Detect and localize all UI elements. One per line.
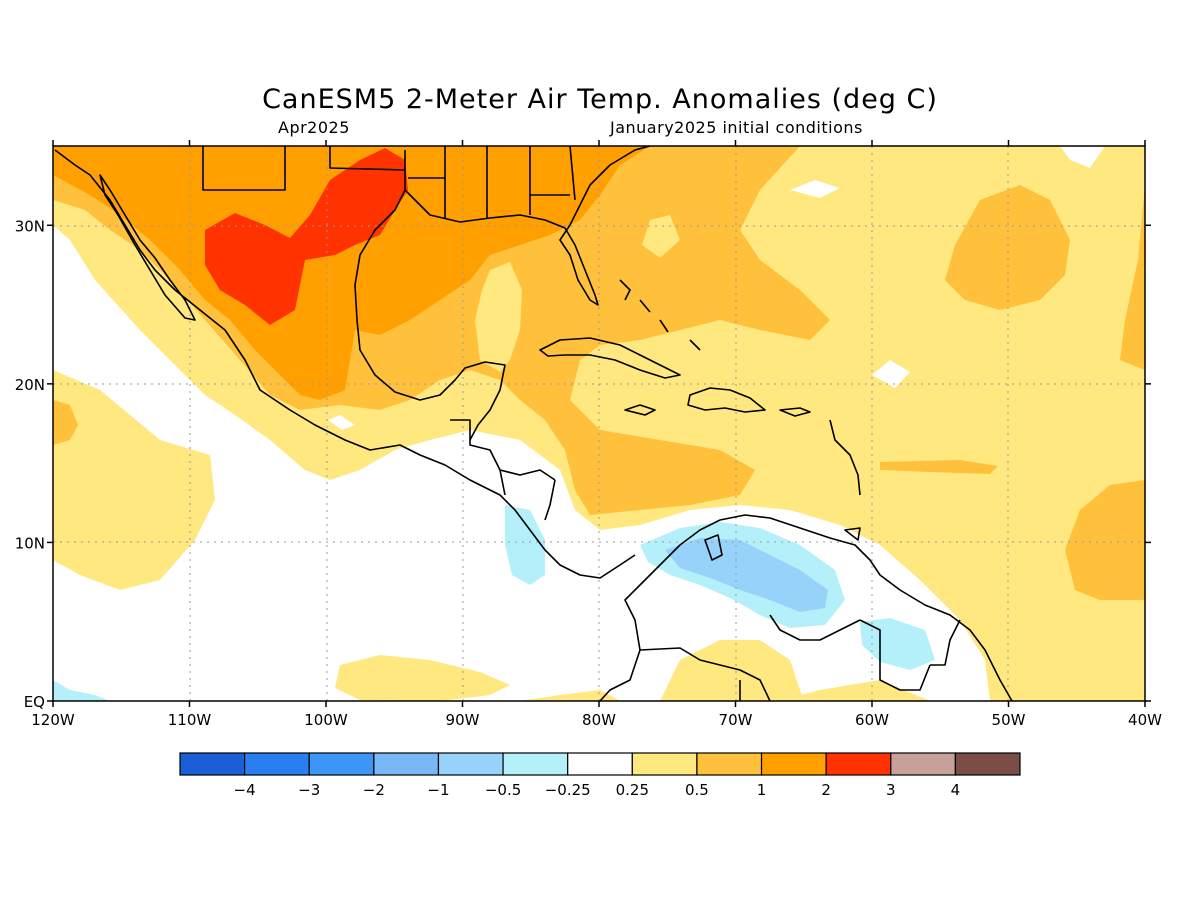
colorbar-swatch: [825, 752, 892, 776]
anomaly-field: [53, 146, 1145, 701]
colorbar-label: 3: [886, 781, 896, 799]
field-weak-cool-equator: [53, 680, 110, 701]
colorbar-swatch: [244, 752, 310, 776]
colorbar-swatch: [437, 752, 504, 776]
lon-tick-label: 70W: [719, 711, 753, 729]
colorbar-label: −3: [298, 781, 320, 799]
field-warm-patch-far-west: [53, 400, 78, 445]
field-warm-gulf-interior: [520, 248, 550, 300]
field-warm-patch-atlantic-se: [1065, 480, 1145, 600]
field-neutral-hole-3: [872, 360, 910, 388]
colorbar-swatch: [760, 752, 827, 776]
lon-tick-label: 60W: [855, 711, 889, 729]
lat-tick-label: 30N: [15, 217, 45, 235]
field-warm-patch-atlantic-n: [945, 185, 1070, 310]
colorbar-label: −0.5: [485, 781, 521, 799]
lon-tick-label: 110W: [168, 711, 212, 729]
field-cool-sa: [665, 538, 828, 612]
colorbar-label: 0.25: [616, 781, 649, 799]
colorbar: −4 −3 −2 −1 −0.5 −0.25 0.25 0.5 1 2 3 4: [179, 752, 1021, 799]
colorbar-swatch: [308, 752, 375, 776]
coastlines: [54, 146, 1013, 701]
lon-tick-label: 90W: [446, 711, 480, 729]
field-weak-warm-ridge-gulf: [475, 262, 522, 372]
valid-month-label: Apr2025: [278, 118, 350, 137]
lat-tick-label: 10N: [15, 534, 45, 552]
colorbar-label: 4: [951, 781, 961, 799]
field-weak-warm-patch-west: [53, 370, 215, 590]
field-weak-cool-ca: [505, 505, 545, 585]
lat-tick-label: EQ: [24, 693, 45, 711]
axis-ticks: 120W 110W 100W 90W 80W 70W 60W 50W 40W EQ 10N 20N 30…: [15, 140, 1162, 729]
colorbar-swatch: [631, 752, 698, 776]
colorbar-swatch: [373, 752, 440, 776]
colorbar-label: 1: [757, 781, 767, 799]
field-warm-patch-atlantic-mid: [880, 460, 998, 474]
field-weak-warm-patch-south: [335, 655, 510, 701]
field-weak-cool-guiana: [860, 618, 935, 670]
field-very-hot-core: [205, 148, 408, 325]
colorbar-label: −2: [363, 781, 385, 799]
lon-tick-label: 100W: [304, 711, 348, 729]
colorbar-label: 0.5: [685, 781, 709, 799]
field-neutral-hole-4: [328, 415, 355, 430]
colorbar-label: −4: [234, 781, 256, 799]
colorbar-swatch: [696, 752, 763, 776]
field-hot-region: [53, 146, 650, 400]
colorbar-swatch: [179, 752, 246, 776]
colorbar-label: −0.25: [545, 781, 591, 799]
lon-tick-label: 40W: [1128, 711, 1162, 729]
field-neutral-hole-2: [1060, 146, 1105, 168]
field-neutral-hole-1: [790, 180, 840, 198]
colorbar-swatch: [502, 752, 569, 776]
lat-lon-grid: [53, 146, 1145, 701]
lon-tick-label: 120W: [31, 711, 75, 729]
map-title: CanESM5 2-Meter Air Temp. Anomalies (deg…: [262, 84, 938, 115]
colorbar-swatch: [954, 752, 1021, 776]
colorbar-label: 2: [821, 781, 831, 799]
initial-conditions-label: January2025 initial conditions: [610, 118, 863, 137]
field-weak-warm-patch-sa: [660, 640, 805, 701]
colorbar-swatch: [567, 752, 633, 776]
lon-tick-label: 50W: [992, 711, 1026, 729]
lon-tick-label: 80W: [582, 711, 616, 729]
colorbar-label: −1: [427, 781, 449, 799]
lat-tick-label: 20N: [15, 376, 45, 394]
field-warm-patch-atlantic-e: [1120, 185, 1145, 370]
colorbar-swatch: [890, 752, 956, 776]
